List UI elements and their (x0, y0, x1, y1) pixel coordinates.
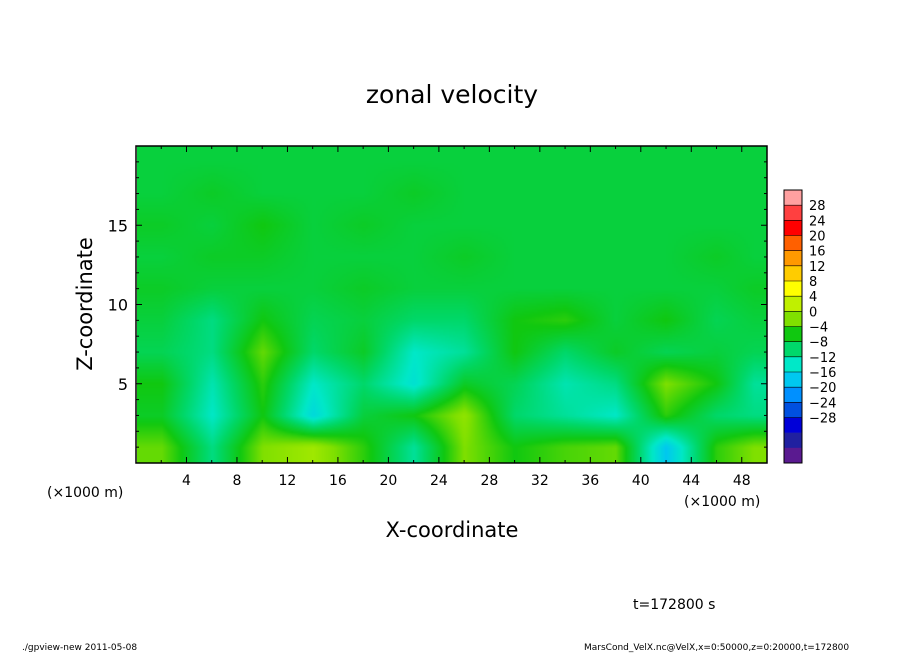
colorbar-swatch (784, 296, 802, 312)
x-axis-ticks: 4 8 12 16 20 24 28 32 36 40 44 48 (160, 146, 751, 489)
colorbar-label: 12 (809, 260, 826, 275)
colorbar-swatch (784, 250, 802, 267)
colorbar-swatch (784, 235, 802, 251)
colorbar-swatch (784, 417, 802, 433)
x-tick-label: 28 (480, 473, 498, 489)
x-tick-label: 24 (430, 473, 448, 489)
colorbar-swatch (784, 432, 802, 449)
y-tick-label: 10 (108, 296, 128, 315)
x-units-left: (×1000 m) (47, 485, 123, 501)
x-tick-label: 12 (279, 473, 297, 489)
colorbar-swatch (784, 447, 802, 464)
colorbar-swatch (784, 311, 802, 327)
colorbar-swatch (784, 356, 802, 373)
colorbar-label: −8 (809, 336, 828, 351)
y-axis-label: Z-coordinate (73, 237, 97, 371)
x-axis-label: X-coordinate (386, 518, 519, 542)
y-axis-ticks: 5 10 15 (108, 161, 767, 448)
colorbar-label: −16 (809, 366, 836, 381)
colorbar-swatch (784, 372, 802, 388)
footer-program: ./gpview-new 2011-05-08 (22, 643, 138, 653)
colorbar-swatch (784, 387, 802, 403)
x-tick-label: 48 (733, 473, 751, 489)
colorbar-label: −24 (809, 396, 836, 411)
colorbar-label: 20 (809, 230, 826, 245)
colorbar-swatch (784, 220, 802, 236)
x-tick-label: 8 (232, 473, 241, 489)
colorbar-swatch (784, 326, 802, 342)
x-tick-label: 36 (581, 473, 599, 489)
x-tick-label: 16 (329, 473, 347, 489)
x-tick-label: 44 (682, 473, 700, 489)
chart-title: zonal velocity (366, 80, 538, 109)
x-units-right: (×1000 m) (684, 494, 760, 510)
x-tick-label: 32 (531, 473, 549, 489)
x-tick-label: 20 (379, 473, 397, 489)
colorbar-label: 24 (809, 214, 826, 229)
colorbar-swatch (784, 205, 802, 221)
colorbar-label: 28 (809, 199, 826, 214)
footer-source: MarsCond_VelX.nc@VelX,x=0:50000,z=0:2000… (584, 643, 850, 653)
colorbar-label: 16 (809, 245, 826, 260)
colorbar-label: −28 (809, 412, 836, 427)
colorbar-swatch (784, 265, 802, 282)
time-label: t=172800 s (633, 597, 715, 613)
y-tick-label: 5 (118, 375, 128, 394)
colorbar-label: 4 (809, 290, 817, 305)
colorbar-label: −12 (809, 351, 836, 366)
colorbar-swatch (784, 281, 802, 297)
colorbar-label: 0 (809, 305, 817, 320)
colorbar-swatch (784, 341, 802, 358)
colorbar-label: −20 (809, 381, 836, 396)
colorbar-label: −4 (809, 321, 828, 336)
x-tick-label: 40 (632, 473, 650, 489)
colorbar-swatch (784, 190, 802, 206)
colorbar-swatch (784, 402, 802, 418)
velocity-field (137, 146, 767, 463)
x-tick-label: 4 (182, 473, 191, 489)
y-tick-label: 15 (108, 216, 128, 235)
colorbar-label: 8 (809, 275, 817, 290)
